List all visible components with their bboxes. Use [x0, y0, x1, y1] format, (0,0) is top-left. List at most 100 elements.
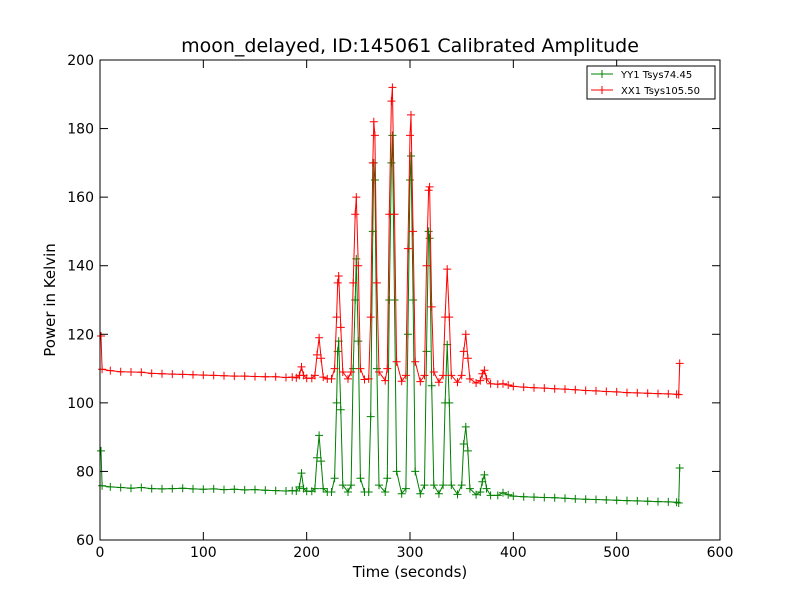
- data-point: [127, 368, 135, 376]
- data-point: [411, 467, 420, 476]
- data-point: [411, 357, 420, 366]
- data-point: [310, 484, 319, 493]
- data-point: [486, 379, 495, 388]
- data-point: [493, 380, 502, 389]
- data-point: [116, 367, 125, 376]
- data-point: [463, 354, 472, 363]
- data-point: [220, 371, 228, 380]
- data-point: [168, 370, 177, 379]
- data-point: [366, 313, 375, 322]
- data-point: [429, 368, 438, 376]
- data-point: [168, 484, 177, 493]
- data-point: [356, 474, 365, 483]
- y-tick-label: 200: [67, 53, 94, 69]
- data-point: [383, 364, 392, 373]
- data-point: [409, 296, 418, 304]
- data-point: [519, 492, 528, 501]
- data-point: [592, 495, 600, 504]
- data-point: [602, 387, 611, 396]
- data-point: [392, 467, 401, 476]
- data-point: [158, 369, 166, 378]
- data-point: [425, 182, 434, 191]
- data-point: [375, 368, 383, 376]
- data-point: [643, 497, 652, 506]
- series-markers-xx1: [97, 83, 684, 399]
- data-point: [332, 398, 341, 407]
- data-point: [356, 364, 365, 373]
- data-point: [476, 488, 485, 496]
- data-point: [447, 371, 456, 380]
- data-point: [420, 371, 429, 380]
- data-point: [406, 131, 414, 140]
- data-point: [390, 296, 399, 304]
- data-point: [571, 385, 580, 394]
- data-point: [338, 481, 347, 490]
- y-tick-label: 80: [76, 464, 94, 480]
- data-point: [147, 484, 156, 493]
- plot-area: [97, 59, 721, 541]
- data-point: [313, 453, 321, 462]
- data-point: [504, 490, 513, 499]
- data-point: [347, 368, 356, 376]
- data-point: [344, 374, 352, 383]
- data-point: [422, 347, 431, 356]
- data-point: [209, 484, 218, 493]
- data-point: [97, 332, 105, 340]
- data-point: [383, 474, 392, 483]
- data-point: [623, 496, 631, 505]
- x-tick-label: 100: [190, 545, 217, 561]
- data-point: [127, 484, 135, 493]
- data-point: [240, 485, 249, 494]
- data-point: [251, 372, 259, 381]
- data-point: [327, 374, 336, 383]
- data-point: [327, 488, 336, 496]
- data-point: [137, 368, 146, 377]
- data-point: [364, 374, 373, 383]
- data-point: [550, 384, 559, 393]
- data-point: [295, 482, 304, 491]
- y-tick-label: 180: [67, 122, 94, 138]
- data-point: [368, 158, 377, 167]
- data-point: [338, 368, 347, 376]
- data-point: [199, 371, 208, 380]
- data-point: [397, 377, 406, 386]
- data-point: [240, 372, 249, 381]
- data-point: [664, 497, 673, 506]
- x-tick-labels: 0 100 200 300 400 500 600: [96, 545, 734, 561]
- data-point: [504, 381, 513, 389]
- x-axis-label: Time (seconds): [352, 563, 468, 581]
- data-point: [509, 492, 518, 501]
- data-point: [461, 330, 470, 339]
- data-point: [199, 485, 208, 494]
- data-point: [561, 494, 569, 503]
- data-point: [209, 371, 218, 380]
- data-point: [106, 482, 115, 491]
- data-point: [401, 484, 410, 493]
- x-tick-label: 600: [707, 545, 734, 561]
- data-point: [427, 381, 436, 390]
- data-point: [370, 131, 379, 140]
- data-point: [486, 491, 495, 500]
- data-point: [366, 412, 375, 421]
- data-point: [499, 488, 507, 497]
- data-point: [453, 378, 462, 387]
- data-point: [317, 457, 326, 466]
- data-point: [472, 490, 481, 499]
- legend-entry-xx1: XX1 Tsys105.50: [591, 86, 700, 97]
- data-point: [480, 366, 489, 375]
- data-point: [478, 369, 487, 378]
- data-point: [465, 484, 474, 493]
- data-point: [427, 302, 436, 311]
- data-point: [540, 493, 549, 502]
- data-point: [230, 372, 239, 381]
- data-point: [480, 470, 489, 479]
- data-point: [509, 382, 518, 391]
- data-point: [463, 446, 472, 455]
- data-point: [354, 261, 363, 270]
- data-point: [351, 210, 360, 219]
- data-point: [457, 481, 466, 490]
- data-point: [602, 495, 611, 504]
- data-point: [424, 186, 433, 195]
- data-point: [420, 481, 429, 490]
- data-point: [333, 278, 342, 287]
